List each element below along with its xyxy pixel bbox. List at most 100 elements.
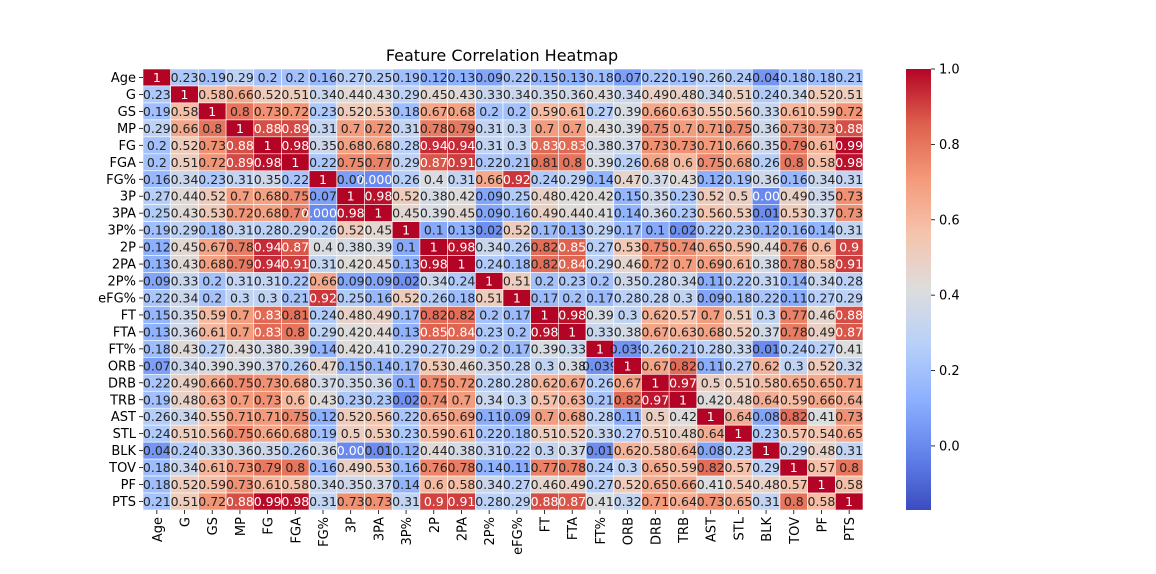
- cell-annotation: 0.6: [673, 155, 693, 170]
- cell-annotation: 0.25: [143, 206, 171, 221]
- cell-annotation: 0.1: [396, 375, 416, 390]
- cell-annotation: 0.09: [475, 206, 503, 221]
- cell-annotation: 0.49: [780, 189, 808, 204]
- cell-annotation: 0.33: [752, 104, 780, 119]
- cell-annotation: 0.39: [531, 341, 559, 356]
- y-tick-label: FT%: [108, 342, 136, 357]
- cell-annotation: 0.23: [143, 87, 171, 102]
- cell-annotation: 0.37: [614, 138, 642, 153]
- cell-annotation: 0.82: [697, 460, 725, 475]
- cell-annotation: 0.71: [641, 494, 669, 509]
- cell-annotation: 0.8: [285, 460, 305, 475]
- cell-annotation: 0.73: [226, 477, 254, 492]
- cell-annotation: 0.19: [724, 172, 752, 187]
- x-tick-label: 2PA: [455, 517, 470, 541]
- cell-annotation: 0.22: [724, 274, 752, 289]
- cell-annotation: 0.23: [558, 274, 586, 289]
- cell-annotation: 0.35: [641, 189, 669, 204]
- cell-annotation: 0.09: [475, 70, 503, 85]
- cell-annotation: 0.31: [309, 121, 337, 136]
- cell-annotation: 0.24: [724, 70, 752, 85]
- cell-annotation: 0.29: [448, 341, 476, 356]
- cell-annotation: 0.76: [420, 460, 448, 475]
- cell-annotation: 0.43: [171, 257, 199, 272]
- cell-annotation: 0.77: [780, 307, 808, 322]
- cell-annotation: 0.65: [780, 375, 808, 390]
- cell-annotation: 0.21: [586, 392, 614, 407]
- cell-annotation: 0.88: [226, 494, 254, 509]
- cell-annotation: 0.51: [531, 426, 559, 441]
- cell-annotation: 0.81: [531, 155, 559, 170]
- cell-annotation: 0.01: [752, 206, 780, 221]
- cell-annotation: 0.73: [835, 189, 863, 204]
- cell-annotation: 0.7: [230, 392, 250, 407]
- y-axis-tick-labels: Age G GS MP FG FGA FG% 3P 3PA 3P% 2P 2PA 2P%eFG% FT FT…: [98, 71, 143, 510]
- cell-annotation: 0.45: [364, 257, 392, 272]
- cell-annotation: 0.09: [337, 274, 365, 289]
- cell-annotation: 0.09: [364, 274, 392, 289]
- cell-annotation: 0.1: [424, 223, 444, 238]
- cell-annotation: 0.02: [669, 223, 697, 238]
- cell-annotation: 0.52: [808, 87, 836, 102]
- cell-annotation: 0.67: [420, 104, 448, 119]
- cell-annotation: 0.66: [226, 87, 254, 102]
- cell-annotation: 0.49: [641, 87, 669, 102]
- cell-annotation: 1: [679, 392, 687, 407]
- cell-annotation: 0.77: [281, 206, 309, 221]
- cell-annotation: 0.22: [641, 70, 669, 85]
- cell-annotation: 0.27: [143, 189, 171, 204]
- cell-annotation: 0.43: [171, 341, 199, 356]
- cell-annotation: 0.3: [507, 121, 527, 136]
- cell-annotation: 1: [236, 121, 244, 136]
- cell-annotation: 0.78: [448, 460, 476, 475]
- cell-annotation: 0.61: [448, 426, 476, 441]
- cell-annotation: 0.21: [835, 70, 863, 85]
- cell-annotation: 0.31: [752, 494, 780, 509]
- y-tick-label: 3PA: [112, 207, 136, 222]
- cell-annotation: 0.27: [614, 426, 642, 441]
- x-tick-label: FT%: [594, 517, 609, 545]
- cell-annotation: 0.31: [309, 257, 337, 272]
- cell-annotation: 0.83: [254, 307, 282, 322]
- colorbar-tick-label: 0.4: [939, 289, 960, 304]
- y-tick-label: ORB: [108, 359, 136, 374]
- cell-annotation: 0.23: [475, 324, 503, 339]
- cell-annotation: 0.44: [337, 87, 365, 102]
- cell-annotation: 0.13: [392, 324, 420, 339]
- cell-annotation: 0.91: [835, 257, 863, 272]
- cell-annotation: 0.89: [226, 155, 254, 170]
- cell-annotation: 0.13: [558, 70, 586, 85]
- cell-annotation: 0.16: [780, 223, 808, 238]
- cell-annotation: 0.44: [364, 324, 392, 339]
- cell-annotation: 0.67: [558, 375, 586, 390]
- x-tick-label: FG%: [317, 517, 332, 547]
- cell-annotation: 0.36: [752, 121, 780, 136]
- cell-annotation: 0.68: [364, 138, 392, 153]
- cell-annotation: 0.74: [420, 392, 448, 407]
- cell-annotation: 0.56: [364, 409, 392, 424]
- cell-annotation: 0.6: [812, 240, 832, 255]
- cell-annotation: 0.4: [424, 172, 444, 187]
- cell-annotation: 0.43: [586, 87, 614, 102]
- cell-annotation: 0.36: [752, 172, 780, 187]
- cell-annotation: 0.02: [392, 274, 420, 289]
- cell-annotation: 0.88: [254, 121, 282, 136]
- cell-annotation: 0.72: [226, 206, 254, 221]
- cell-annotation: 0.28: [392, 138, 420, 153]
- cell-annotation: 1: [541, 307, 549, 322]
- cell-annotation: 0.56: [198, 426, 226, 441]
- cell-annotation: 1: [568, 324, 576, 339]
- cell-annotation: 0.31: [835, 172, 863, 187]
- cell-annotation: 0.63: [198, 392, 226, 407]
- cell-annotation: 0.24: [448, 274, 476, 289]
- cell-annotation: 0.64: [835, 392, 863, 407]
- x-tick-label: G: [179, 517, 194, 527]
- cell-annotation: 0.18: [392, 104, 420, 119]
- cell-annotation: 0.41: [364, 341, 392, 356]
- cell-annotation: 0.52: [808, 358, 836, 373]
- cell-annotation: 0.61: [198, 460, 226, 475]
- cell-annotation: 0.28: [254, 223, 282, 238]
- y-tick-label: FGA: [110, 156, 137, 171]
- cell-annotation: 0.34: [697, 87, 725, 102]
- cell-annotation: 1: [153, 70, 161, 85]
